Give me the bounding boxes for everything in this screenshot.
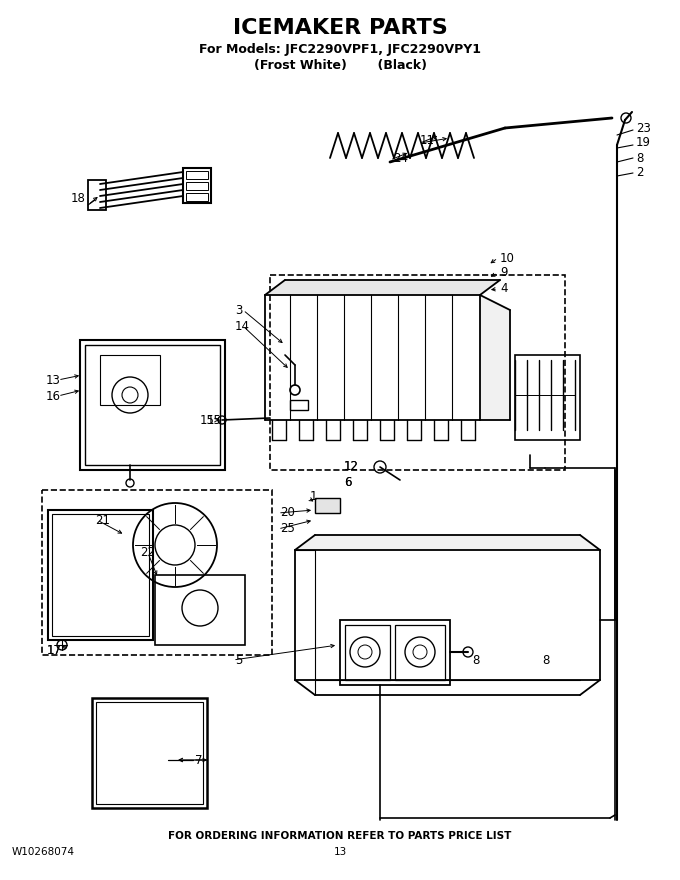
Text: 12: 12 — [344, 460, 359, 473]
Bar — [186, 193, 208, 201]
Text: 6: 6 — [344, 476, 352, 489]
Bar — [270, 275, 565, 470]
Bar — [315, 498, 340, 513]
Bar — [515, 355, 580, 440]
Text: FOR ORDERING INFORMATION REFER TO PARTS PRICE LIST: FOR ORDERING INFORMATION REFER TO PARTS … — [169, 831, 511, 841]
Bar — [42, 490, 272, 655]
Text: 7: 7 — [195, 753, 203, 766]
Bar — [340, 620, 450, 685]
Text: 6: 6 — [344, 476, 352, 489]
Text: ICEMAKER PARTS: ICEMAKER PARTS — [233, 18, 447, 38]
Bar — [85, 345, 220, 465]
Text: 8: 8 — [472, 654, 479, 666]
Text: (Frost White)       (Black): (Frost White) (Black) — [254, 58, 426, 71]
Bar — [80, 340, 225, 470]
Text: 17: 17 — [47, 643, 62, 656]
Polygon shape — [315, 498, 340, 513]
Text: 25: 25 — [280, 523, 295, 536]
Text: 14: 14 — [235, 319, 250, 333]
Text: 10: 10 — [500, 252, 515, 265]
Bar — [155, 575, 245, 645]
Text: 5: 5 — [235, 654, 242, 666]
Text: 4: 4 — [500, 282, 507, 296]
Text: 18: 18 — [71, 192, 86, 204]
Text: 15: 15 — [207, 414, 222, 427]
Text: 13: 13 — [333, 847, 347, 857]
Text: 8: 8 — [542, 654, 549, 666]
Text: 23: 23 — [636, 121, 651, 135]
Bar — [345, 625, 390, 680]
Bar — [183, 168, 211, 203]
Text: 20: 20 — [280, 507, 295, 519]
Text: For Models: JFC2290VPF1, JFC2290VPY1: For Models: JFC2290VPF1, JFC2290VPY1 — [199, 43, 481, 56]
Bar — [92, 698, 207, 808]
Bar — [88, 180, 106, 210]
Polygon shape — [295, 535, 600, 550]
Bar — [52, 514, 149, 636]
Bar — [186, 171, 208, 179]
Bar — [395, 625, 445, 680]
Bar — [186, 182, 208, 190]
Text: 19: 19 — [636, 136, 651, 150]
Text: 8: 8 — [636, 151, 643, 165]
Text: 22: 22 — [140, 546, 155, 560]
Text: 13: 13 — [46, 373, 61, 386]
Text: 16: 16 — [46, 390, 61, 402]
Text: 2: 2 — [636, 166, 643, 180]
Text: 17: 17 — [47, 643, 62, 656]
Bar — [48, 510, 153, 640]
Text: 21: 21 — [95, 514, 110, 526]
Text: 12: 12 — [344, 460, 359, 473]
Polygon shape — [265, 280, 500, 295]
Text: W10268074: W10268074 — [12, 847, 75, 857]
Text: 9: 9 — [500, 267, 507, 280]
Text: 1: 1 — [310, 490, 318, 503]
Bar — [100, 355, 160, 405]
Bar — [290, 400, 308, 410]
Text: 24: 24 — [393, 151, 408, 165]
Text: 3: 3 — [235, 304, 242, 317]
Bar — [96, 702, 203, 804]
Text: 15: 15 — [200, 414, 215, 427]
Text: 11: 11 — [420, 134, 435, 146]
Polygon shape — [480, 295, 510, 420]
